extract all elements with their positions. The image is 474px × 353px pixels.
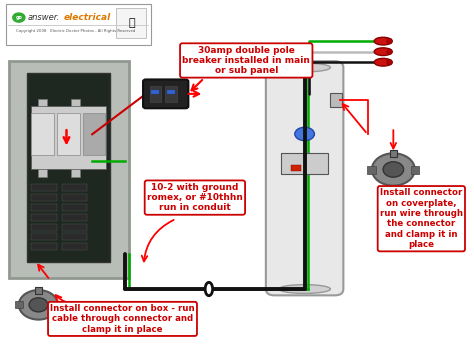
Bar — [62, 233, 88, 240]
Bar — [291, 165, 301, 170]
Bar — [62, 204, 88, 211]
Bar — [31, 204, 57, 211]
Ellipse shape — [387, 49, 392, 54]
FancyBboxPatch shape — [27, 73, 110, 262]
Bar — [31, 194, 57, 201]
Circle shape — [29, 298, 48, 312]
Bar — [62, 223, 88, 231]
Ellipse shape — [387, 59, 392, 65]
Bar — [38, 99, 47, 176]
Bar — [31, 223, 57, 231]
Bar — [15, 301, 23, 309]
Text: 🔌: 🔌 — [128, 18, 135, 28]
Text: answer.: answer. — [27, 13, 60, 22]
FancyBboxPatch shape — [143, 79, 188, 108]
Bar — [165, 86, 177, 102]
Bar — [390, 150, 397, 157]
Bar — [167, 90, 175, 94]
Circle shape — [19, 290, 58, 319]
Text: go: go — [16, 15, 22, 20]
Bar — [57, 113, 80, 155]
Bar — [31, 184, 57, 191]
Circle shape — [13, 13, 25, 22]
Ellipse shape — [387, 38, 392, 44]
Text: 10-2 with ground
romex, or #10thhn
run in conduit: 10-2 with ground romex, or #10thhn run i… — [147, 183, 243, 213]
Ellipse shape — [374, 58, 392, 66]
Text: Copyright 2008   Electric Doctor Photos - All Rights Reserved: Copyright 2008 Electric Doctor Photos - … — [16, 29, 136, 32]
Ellipse shape — [374, 48, 392, 55]
Bar — [62, 184, 88, 191]
Bar — [62, 214, 88, 221]
Bar — [62, 194, 88, 201]
Bar — [330, 93, 342, 107]
FancyBboxPatch shape — [117, 8, 146, 38]
Bar — [71, 99, 80, 176]
Circle shape — [372, 153, 415, 186]
Bar — [35, 287, 42, 294]
Circle shape — [383, 162, 403, 177]
Text: Install connector
on coverplate,
run wire through
the connector
and clamp it in
: Install connector on coverplate, run wir… — [380, 188, 463, 249]
Text: electrical: electrical — [63, 13, 110, 22]
Bar — [150, 86, 161, 102]
Bar — [55, 301, 62, 309]
FancyBboxPatch shape — [9, 61, 128, 278]
FancyBboxPatch shape — [6, 4, 151, 44]
Bar — [367, 166, 375, 174]
Ellipse shape — [279, 285, 330, 293]
Bar — [152, 90, 159, 94]
Ellipse shape — [374, 37, 392, 45]
Bar — [83, 113, 105, 155]
Bar — [62, 243, 88, 250]
FancyBboxPatch shape — [266, 61, 343, 295]
Bar — [411, 166, 419, 174]
Text: Install connector on box - run
cable through connector and
clamp it in place: Install connector on box - run cable thr… — [50, 304, 195, 334]
Bar — [31, 243, 57, 250]
Bar — [31, 214, 57, 221]
Bar — [281, 153, 328, 174]
Text: 30amp double pole
breaker installed in main
or sub panel: 30amp double pole breaker installed in m… — [182, 46, 310, 76]
Ellipse shape — [295, 127, 314, 140]
Bar — [31, 113, 54, 155]
Ellipse shape — [279, 63, 330, 72]
Bar — [30, 106, 106, 169]
Ellipse shape — [205, 282, 213, 296]
Bar — [31, 233, 57, 240]
